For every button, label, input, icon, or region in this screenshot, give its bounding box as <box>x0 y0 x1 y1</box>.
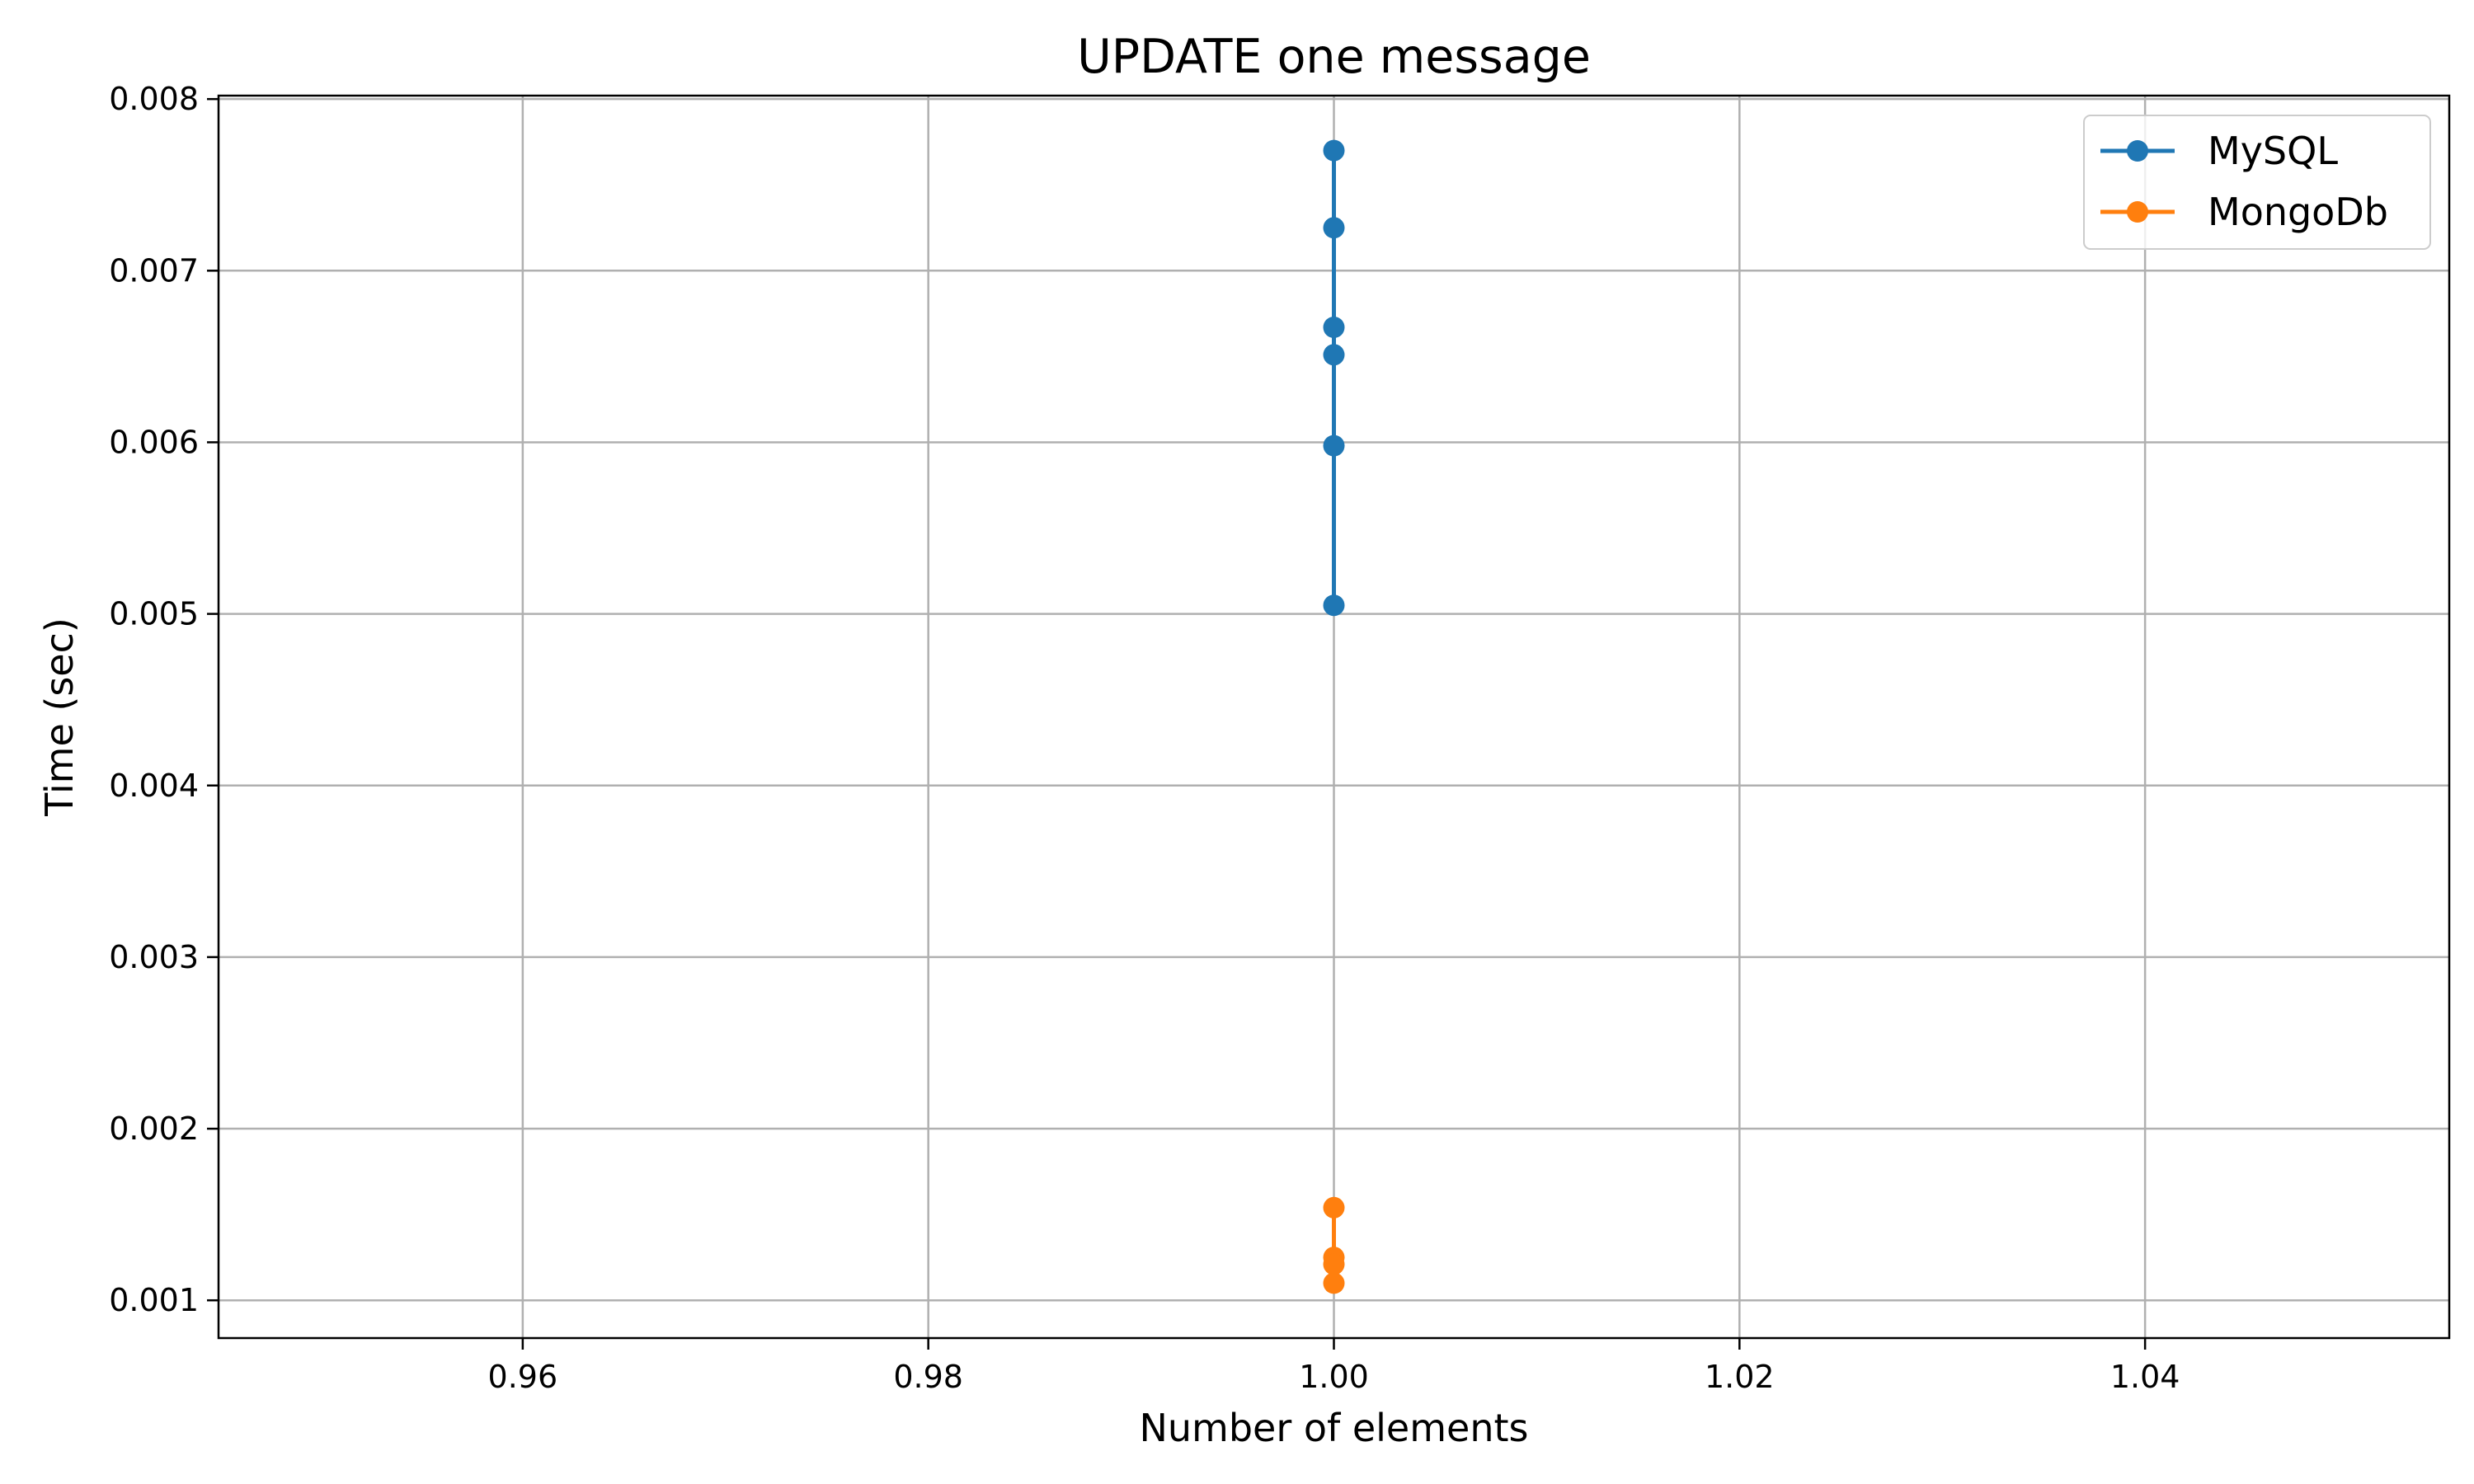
legend-marker <box>2127 140 2148 162</box>
data-point <box>1323 434 1345 457</box>
series-mysql <box>1323 139 1345 617</box>
x-axis-label: Number of elements <box>1139 1406 1528 1450</box>
x-tick-label: 1.04 <box>2110 1359 2180 1395</box>
x-tick-label: 1.02 <box>1705 1359 1775 1395</box>
y-tick-label: 0.008 <box>109 81 199 117</box>
legend-entry-mongodb: MongoDb <box>2100 190 2388 234</box>
data-point <box>1323 1196 1345 1219</box>
y-tick-label: 0.002 <box>109 1111 199 1147</box>
data-point <box>1323 139 1345 162</box>
data-point <box>1323 1272 1345 1294</box>
y-tick-label: 0.007 <box>109 252 199 289</box>
data-series <box>1323 139 1345 1294</box>
data-point <box>1323 594 1345 617</box>
x-tick-label: 0.98 <box>893 1359 963 1395</box>
y-tick-label: 0.005 <box>109 596 199 632</box>
chart-title: UPDATE one message <box>1077 30 1591 84</box>
data-point <box>1323 1253 1345 1275</box>
data-point <box>1323 317 1345 339</box>
y-tick-label: 0.006 <box>109 424 199 460</box>
y-tick-label: 0.001 <box>109 1282 199 1318</box>
data-point <box>1323 217 1345 239</box>
legend: MySQL MongoDb <box>2083 115 2431 250</box>
legend-label: MongoDb <box>2208 190 2388 234</box>
legend-label: MySQL <box>2208 129 2338 173</box>
data-point <box>1323 344 1345 366</box>
y-tick-label: 0.003 <box>109 939 199 975</box>
axis-ticks: 0.96 0.98 1.00 1.02 1.04 0.001 0.002 0.003 0.004… <box>109 81 2180 1395</box>
x-tick-label: 1.00 <box>1299 1359 1369 1395</box>
series-mongodb <box>1323 1196 1345 1294</box>
y-tick-label: 0.004 <box>109 768 199 804</box>
legend-entry-mysql: MySQL <box>2100 129 2338 173</box>
x-tick-label: 0.96 <box>488 1359 558 1395</box>
legend-marker <box>2127 201 2148 223</box>
y-axis-label: Time (sec) <box>37 618 82 817</box>
